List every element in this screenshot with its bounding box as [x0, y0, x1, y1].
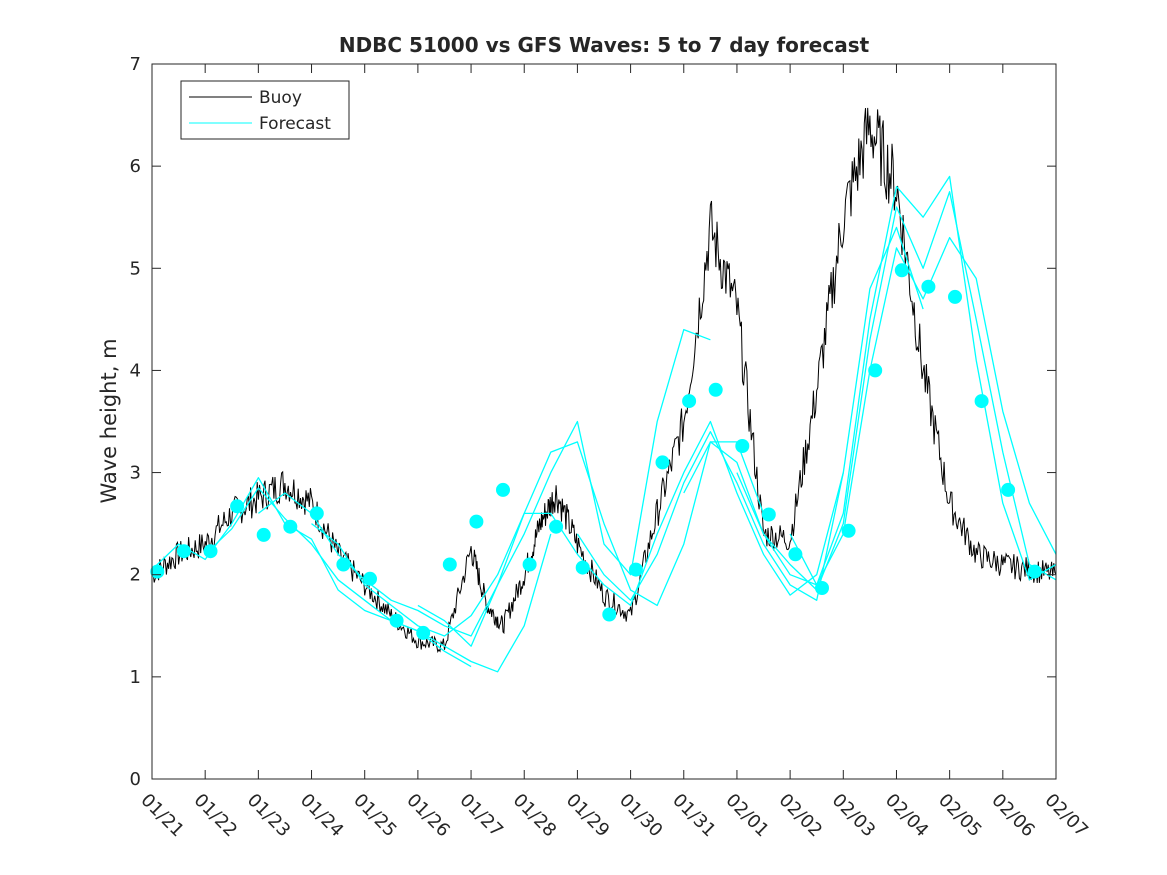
forecast-marker-16 — [575, 560, 590, 575]
forecast-marker-32 — [1001, 482, 1016, 497]
forecast-series-line-3 — [258, 328, 711, 637]
forecast-marker-1 — [176, 544, 191, 559]
forecast-marker-28 — [894, 263, 909, 278]
forecast-marker-27 — [868, 363, 883, 378]
forecast-marker-24 — [788, 547, 803, 562]
forecast-series-line-4 — [311, 441, 765, 637]
y-tick-label-5: 5 — [130, 258, 141, 279]
x-tick-label-17: 02/07 — [1040, 790, 1092, 842]
y-tick-label-2: 2 — [130, 565, 141, 586]
forecast-series-line-2 — [204, 487, 552, 673]
legend: Buoy Forecast — [180, 80, 350, 140]
y-tick-label-7: 7 — [130, 54, 141, 75]
forecast-marker-19 — [655, 455, 670, 470]
x-tick-label-11: 02/01 — [721, 790, 773, 842]
x-tick-label-15: 02/05 — [934, 790, 986, 842]
forecast-marker-33 — [1027, 564, 1042, 579]
x-tick-label-13: 02/03 — [828, 790, 880, 842]
y-axis-ticks: 0 1 2 3 4 5 6 7 — [130, 54, 1056, 790]
x-tick-label-10: 01/31 — [668, 790, 720, 842]
x-tick-label-3: 01/24 — [296, 790, 348, 842]
forecast-series-line-9 — [789, 236, 1057, 586]
forecast-marker-26 — [841, 523, 856, 538]
x-tick-label-8: 01/29 — [562, 790, 614, 842]
y-tick-label-4: 4 — [130, 360, 141, 381]
forecast-marker-12 — [469, 514, 484, 529]
x-tick-label-1: 01/22 — [190, 790, 242, 842]
forecast-marker-23 — [761, 507, 776, 522]
x-tick-label-12: 02/02 — [775, 790, 827, 842]
forecast-marker-6 — [309, 506, 324, 521]
forecast-marker-0 — [150, 564, 165, 579]
forecast-marker-20 — [682, 394, 697, 409]
forecast-marker-31 — [974, 394, 989, 409]
y-tick-label-0: 0 — [130, 769, 141, 790]
forecast-marker-18 — [628, 562, 643, 577]
forecast-series-line-7 — [683, 175, 1057, 586]
y-tick-label-6: 6 — [130, 156, 141, 177]
x-tick-label-0: 01/21 — [136, 790, 188, 842]
forecast-marker-21 — [708, 382, 723, 397]
y-tick-label-3: 3 — [130, 463, 141, 484]
forecast-marker-3 — [230, 499, 245, 514]
forecast-marker-8 — [363, 571, 377, 586]
forecast-marker-10 — [416, 625, 431, 640]
series-layer — [151, 107, 1057, 673]
forecast-series-line-8 — [736, 191, 1057, 591]
forecast-marker-14 — [522, 557, 537, 572]
forecast-marker-7 — [336, 557, 351, 572]
forecast-marker-15 — [549, 519, 564, 534]
forecast-marker-9 — [389, 613, 404, 628]
plot-area — [152, 64, 1056, 779]
forecast-marker-25 — [815, 581, 829, 595]
x-tick-label-7: 01/28 — [509, 790, 561, 842]
forecast-series-line-6 — [576, 226, 924, 601]
forecast-marker-13 — [496, 482, 510, 497]
forecast-marker-5 — [283, 519, 298, 534]
legend-box — [180, 80, 350, 140]
x-tick-label-4: 01/25 — [349, 790, 401, 842]
y-tick-label-1: 1 — [130, 667, 141, 688]
x-tick-label-16: 02/06 — [987, 790, 1039, 842]
forecast-marker-4 — [256, 527, 271, 542]
chart-title: NDBC 51000 vs GFS Waves: 5 to 7 day fore… — [339, 33, 870, 57]
forecast-marker-2 — [203, 544, 218, 559]
legend-buoy-label: Buoy — [259, 88, 302, 108]
forecast-marker-22 — [735, 439, 750, 453]
forecast-marker-17 — [602, 607, 617, 622]
forecast-series-line-5 — [417, 420, 844, 647]
y-axis-label: Wave height, m — [97, 338, 121, 503]
forecast-marker-29 — [921, 279, 936, 294]
legend-forecast-label: Forecast — [259, 114, 331, 134]
x-tick-label-6: 01/27 — [456, 790, 508, 842]
forecast-marker-30 — [948, 289, 962, 304]
x-tick-label-2: 01/23 — [243, 790, 295, 842]
x-tick-label-9: 01/30 — [615, 790, 667, 842]
forecast-marker-11 — [442, 557, 457, 572]
x-tick-label-14: 02/04 — [881, 790, 933, 842]
x-tick-label-5: 01/26 — [402, 790, 454, 842]
axes-box — [151, 63, 1057, 780]
